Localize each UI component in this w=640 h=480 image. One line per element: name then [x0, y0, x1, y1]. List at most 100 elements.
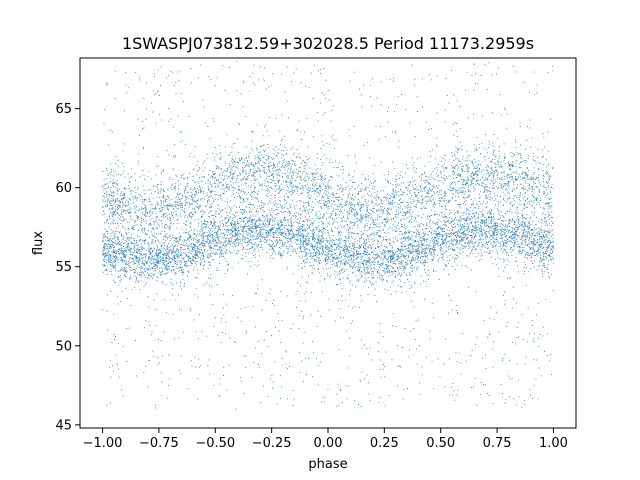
- data-point: [530, 247, 532, 249]
- data-point: [510, 203, 512, 205]
- data-point: [312, 239, 313, 240]
- data-point: [533, 244, 535, 246]
- data-point: [269, 223, 271, 225]
- data-point: [148, 273, 150, 275]
- data-point: [136, 241, 137, 243]
- data-point: [353, 260, 355, 262]
- data-point: [295, 230, 297, 232]
- data-point: [389, 258, 391, 260]
- data-point: [358, 266, 360, 268]
- data-point: [117, 239, 119, 241]
- data-point: [391, 255, 393, 257]
- data-point: [481, 252, 483, 254]
- data-point: [328, 253, 330, 254]
- data-point: [332, 258, 334, 260]
- data-point: [547, 241, 549, 243]
- data-point: [260, 232, 262, 234]
- data-point: [384, 254, 386, 256]
- data-point: [273, 231, 275, 233]
- data-point: [257, 225, 259, 227]
- data-point: [436, 234, 438, 236]
- data-point: [369, 254, 371, 256]
- data-point: [124, 255, 126, 257]
- data-point: [292, 237, 294, 239]
- data-point: [242, 213, 243, 215]
- data-point: [398, 254, 400, 256]
- data-point: [115, 270, 117, 272]
- data-point: [339, 253, 341, 255]
- data-point: [168, 243, 170, 244]
- data-point: [465, 234, 467, 236]
- data-point: [352, 255, 354, 257]
- data-point: [470, 222, 472, 224]
- data-point: [326, 248, 328, 250]
- data-point: [418, 244, 420, 246]
- data-point: [313, 223, 315, 225]
- data-point: [111, 254, 113, 255]
- data-point: [165, 234, 167, 236]
- data-point: [164, 268, 166, 270]
- data-point: [388, 219, 390, 221]
- data-point: [464, 246, 465, 248]
- data-point: [312, 238, 314, 240]
- data-point: [438, 259, 440, 261]
- data-point: [153, 248, 155, 250]
- data-point: [282, 233, 284, 235]
- data-point: [318, 242, 320, 244]
- data-point: [259, 223, 260, 225]
- data-point: [540, 257, 542, 258]
- data-point: [248, 243, 250, 245]
- data-point: [176, 249, 177, 251]
- data-point: [315, 253, 317, 255]
- data-point: [531, 233, 533, 234]
- data-point: [363, 246, 364, 248]
- data-point: [184, 211, 186, 213]
- data-point: [423, 238, 425, 240]
- data-point: [255, 226, 257, 228]
- data-point: [405, 264, 407, 266]
- data-point: [225, 252, 227, 254]
- data-point: [120, 252, 122, 254]
- data-point: [493, 241, 494, 243]
- data-point: [521, 246, 523, 248]
- data-point: [472, 246, 474, 247]
- data-point: [148, 267, 150, 269]
- data-point: [176, 241, 178, 242]
- data-point: [103, 249, 105, 251]
- data-point: [445, 235, 447, 237]
- data-point: [270, 229, 272, 231]
- data-point: [374, 288, 376, 290]
- data-point: [542, 235, 544, 237]
- data-point: [344, 239, 346, 241]
- data-point: [325, 261, 327, 263]
- data-point: [133, 238, 135, 239]
- data-point: [466, 228, 468, 230]
- data-point: [230, 244, 231, 246]
- data-point: [113, 238, 115, 240]
- data-point: [405, 233, 407, 234]
- data-point: [320, 238, 322, 240]
- data-point: [211, 238, 213, 239]
- data-point: [294, 251, 296, 252]
- data-point: [532, 244, 534, 246]
- data-point: [513, 224, 515, 226]
- data-point: [452, 229, 454, 231]
- data-point: [404, 246, 405, 247]
- data-point: [363, 262, 365, 264]
- data-point: [481, 234, 483, 236]
- data-point: [446, 217, 448, 219]
- data-point: [106, 259, 108, 261]
- data-point: [471, 250, 473, 252]
- data-point: [425, 249, 426, 251]
- data-point: [520, 223, 522, 225]
- data-point: [306, 235, 308, 237]
- data-point: [236, 218, 238, 220]
- data-point: [364, 277, 366, 279]
- data-point: [203, 237, 204, 239]
- data-point: [336, 255, 338, 257]
- data-point: [103, 236, 105, 238]
- data-point: [544, 239, 546, 241]
- data-point: [336, 283, 337, 285]
- data-point: [278, 253, 279, 254]
